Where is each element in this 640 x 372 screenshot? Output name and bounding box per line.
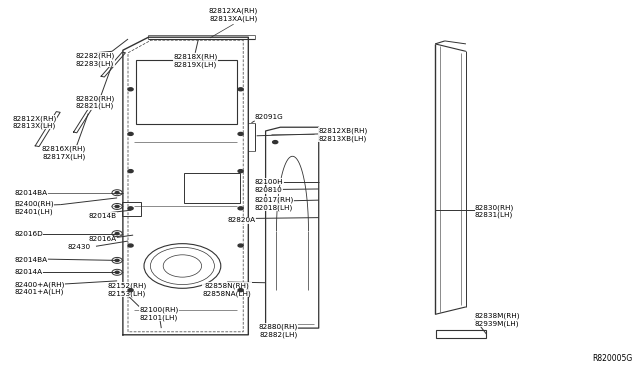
Text: 82100(RH)
82101(LH): 82100(RH) 82101(LH) — [139, 307, 179, 321]
Text: 82816X(RH)
82817X(LH): 82816X(RH) 82817X(LH) — [42, 145, 86, 160]
Text: 82812X(RH)
82813X(LH): 82812X(RH) 82813X(LH) — [13, 115, 57, 129]
Text: 82152(RH)
82153(LH): 82152(RH) 82153(LH) — [107, 283, 147, 297]
Text: 82820(RH)
82821(LH): 82820(RH) 82821(LH) — [75, 95, 115, 109]
Circle shape — [128, 207, 133, 210]
Circle shape — [238, 244, 243, 247]
Text: 82016A: 82016A — [88, 236, 116, 242]
Text: 82282(RH)
82283(LH): 82282(RH) 82283(LH) — [75, 53, 115, 67]
Text: 82812XA(RH)
82813XA(LH): 82812XA(RH) 82813XA(LH) — [209, 7, 258, 22]
Circle shape — [115, 205, 119, 208]
Circle shape — [273, 141, 278, 144]
Text: 82858N(RH)
82858NA(LH): 82858N(RH) 82858NA(LH) — [203, 283, 252, 297]
Circle shape — [238, 170, 243, 173]
Circle shape — [115, 192, 119, 194]
Circle shape — [128, 88, 133, 91]
Circle shape — [238, 207, 243, 210]
Circle shape — [128, 170, 133, 173]
Text: 82091G: 82091G — [255, 114, 284, 120]
Text: 82820A: 82820A — [227, 217, 255, 223]
Text: 82014BA: 82014BA — [14, 257, 47, 263]
Circle shape — [238, 289, 243, 292]
Text: 820810: 820810 — [255, 187, 282, 193]
Text: 82830(RH)
82831(LH): 82830(RH) 82831(LH) — [475, 204, 514, 218]
Text: 82818X(RH)
82819X(LH): 82818X(RH) 82819X(LH) — [173, 54, 218, 68]
Text: 82812XB(RH)
82813XB(LH): 82812XB(RH) 82813XB(LH) — [319, 128, 368, 142]
Circle shape — [128, 132, 133, 135]
Text: 82430: 82430 — [67, 244, 90, 250]
Circle shape — [115, 271, 119, 273]
Text: 82400+A(RH)
82401+A(LH): 82400+A(RH) 82401+A(LH) — [14, 281, 65, 295]
Text: 82016D: 82016D — [14, 231, 43, 237]
Text: 82100H: 82100H — [255, 179, 284, 185]
Circle shape — [115, 232, 119, 235]
Text: 82014A: 82014A — [14, 269, 42, 275]
Text: 82017(RH)
82018(LH): 82017(RH) 82018(LH) — [255, 197, 294, 211]
Text: R820005G: R820005G — [592, 354, 632, 363]
Text: 82014B: 82014B — [88, 213, 116, 219]
Text: 82014BA: 82014BA — [14, 190, 47, 196]
Circle shape — [115, 259, 119, 262]
Text: 82838M(RH)
82939M(LH): 82838M(RH) 82939M(LH) — [475, 313, 520, 327]
Circle shape — [238, 88, 243, 91]
Circle shape — [128, 244, 133, 247]
Circle shape — [128, 289, 133, 292]
Circle shape — [238, 132, 243, 135]
Text: B2400(RH)
B2401(LH): B2400(RH) B2401(LH) — [14, 201, 54, 215]
Text: 82880(RH)
82882(LH): 82880(RH) 82882(LH) — [259, 324, 298, 338]
